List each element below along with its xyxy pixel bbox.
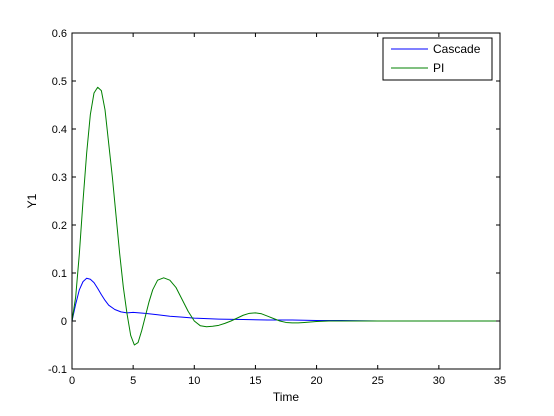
x-tick-label: 0 [69, 375, 75, 387]
series-layer [71, 86, 500, 346]
y-axis-label: Y1 [25, 193, 39, 208]
x-tick-label: 15 [249, 375, 261, 387]
y-tick-label: -0.1 [48, 364, 67, 376]
y-tick-label: 0.1 [52, 268, 67, 280]
tick-labels: 0 5 10 15 20 25 30 35-0.100.10.20.30.40.50.6 [48, 28, 506, 387]
series-line-pi [71, 86, 500, 346]
y-tick-label: 0.6 [52, 28, 67, 40]
legend-label-cascade: Cascade [433, 42, 481, 56]
axis-ticks [71, 32, 501, 370]
plot-area-frame [71, 32, 501, 370]
y-tick-label: 0.4 [52, 124, 67, 136]
legend-box [382, 37, 493, 81]
legend-label-pi: PI [433, 61, 444, 75]
x-tick-label: 35 [494, 375, 506, 387]
y-tick-label: 0.2 [52, 220, 67, 232]
x-axis-label: Time [273, 390, 300, 404]
x-tick-label: 25 [372, 375, 384, 387]
x-tick-label: 30 [433, 375, 445, 387]
x-tick-label: 20 [310, 375, 322, 387]
y-tick-label: 0.3 [52, 172, 67, 184]
series-line-cascade [71, 277, 500, 322]
y-tick-label: 0 [61, 316, 67, 328]
y-tick-label: 0.5 [52, 76, 67, 88]
x-tick-label: 5 [130, 375, 136, 387]
x-tick-label: 10 [188, 375, 200, 387]
legend: Cascade PI [382, 37, 493, 81]
